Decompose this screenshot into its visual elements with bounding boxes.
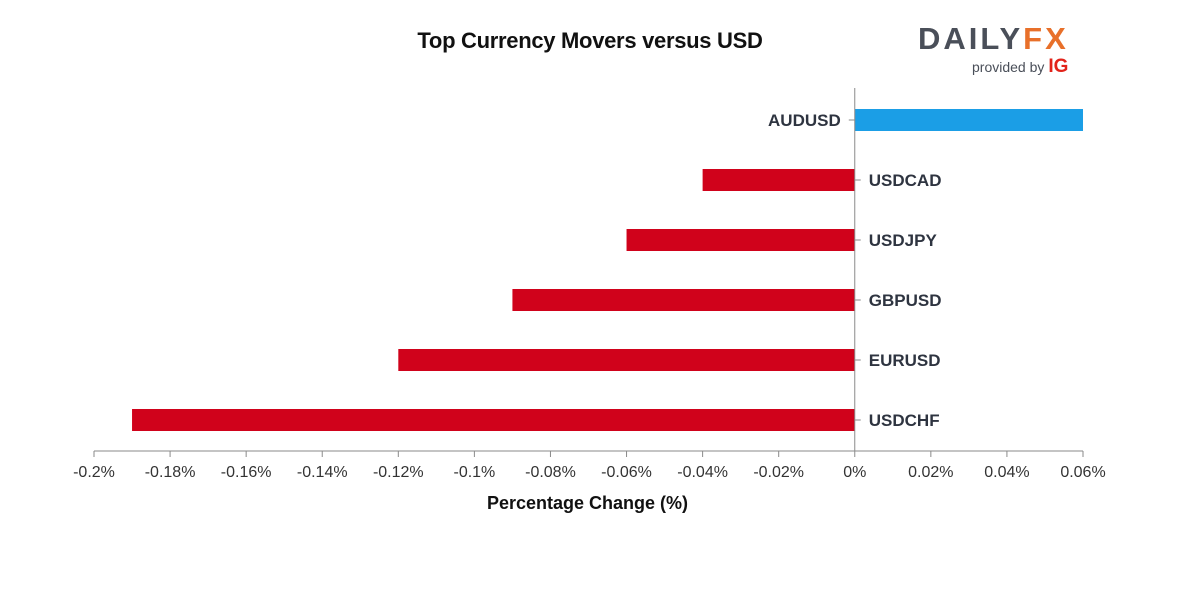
category-label-gbpusd: GBPUSD [869,291,942,310]
x-tick-label: -0.06% [601,464,652,481]
chart-title: Top Currency Movers versus USD [417,28,763,53]
x-tick-label: 0.04% [984,464,1029,481]
x-tick-label: -0.16% [221,464,272,481]
bar-usdcad [702,169,855,191]
dailyfx-logo: DAILYFX provided by IG [918,22,1080,78]
x-tick-label: -0.08% [525,464,576,481]
provided-by-text: provided by [972,59,1045,75]
x-tick-label: -0.02% [753,464,804,481]
x-tick-label: 0.06% [1060,464,1105,481]
x-tick-label: -0.1% [453,464,495,481]
bar-audusd [854,109,1083,131]
logo-wordmark: DAILYFX [918,22,1080,56]
x-tick-label: -0.04% [677,464,728,481]
x-tick-label: 0% [843,464,866,481]
category-label-usdjpy: USDJPY [869,231,938,250]
ig-logo-text: IG [1048,56,1069,77]
x-tick-label: -0.12% [373,464,424,481]
logo-fx-text: FX [1023,21,1069,56]
category-label-audusd: AUDUSD [768,111,841,130]
x-tick-label: -0.14% [297,464,348,481]
bar-eurusd [398,349,855,371]
logo-daily-text: DAILY [918,21,1024,56]
category-label-usdcad: USDCAD [869,171,942,190]
category-label-usdchf: USDCHF [869,411,940,430]
bar-usdjpy [626,229,855,251]
x-axis-title: Percentage Change (%) [487,493,688,513]
category-label-eurusd: EURUSD [869,351,941,370]
bar-gbpusd [512,289,855,311]
x-tick-label: 0.02% [908,464,953,481]
x-tick-label: -0.2% [73,464,115,481]
logo-provided-by: provided by IG [918,56,1080,78]
bar-usdchf [132,409,855,431]
x-tick-label: -0.18% [145,464,196,481]
